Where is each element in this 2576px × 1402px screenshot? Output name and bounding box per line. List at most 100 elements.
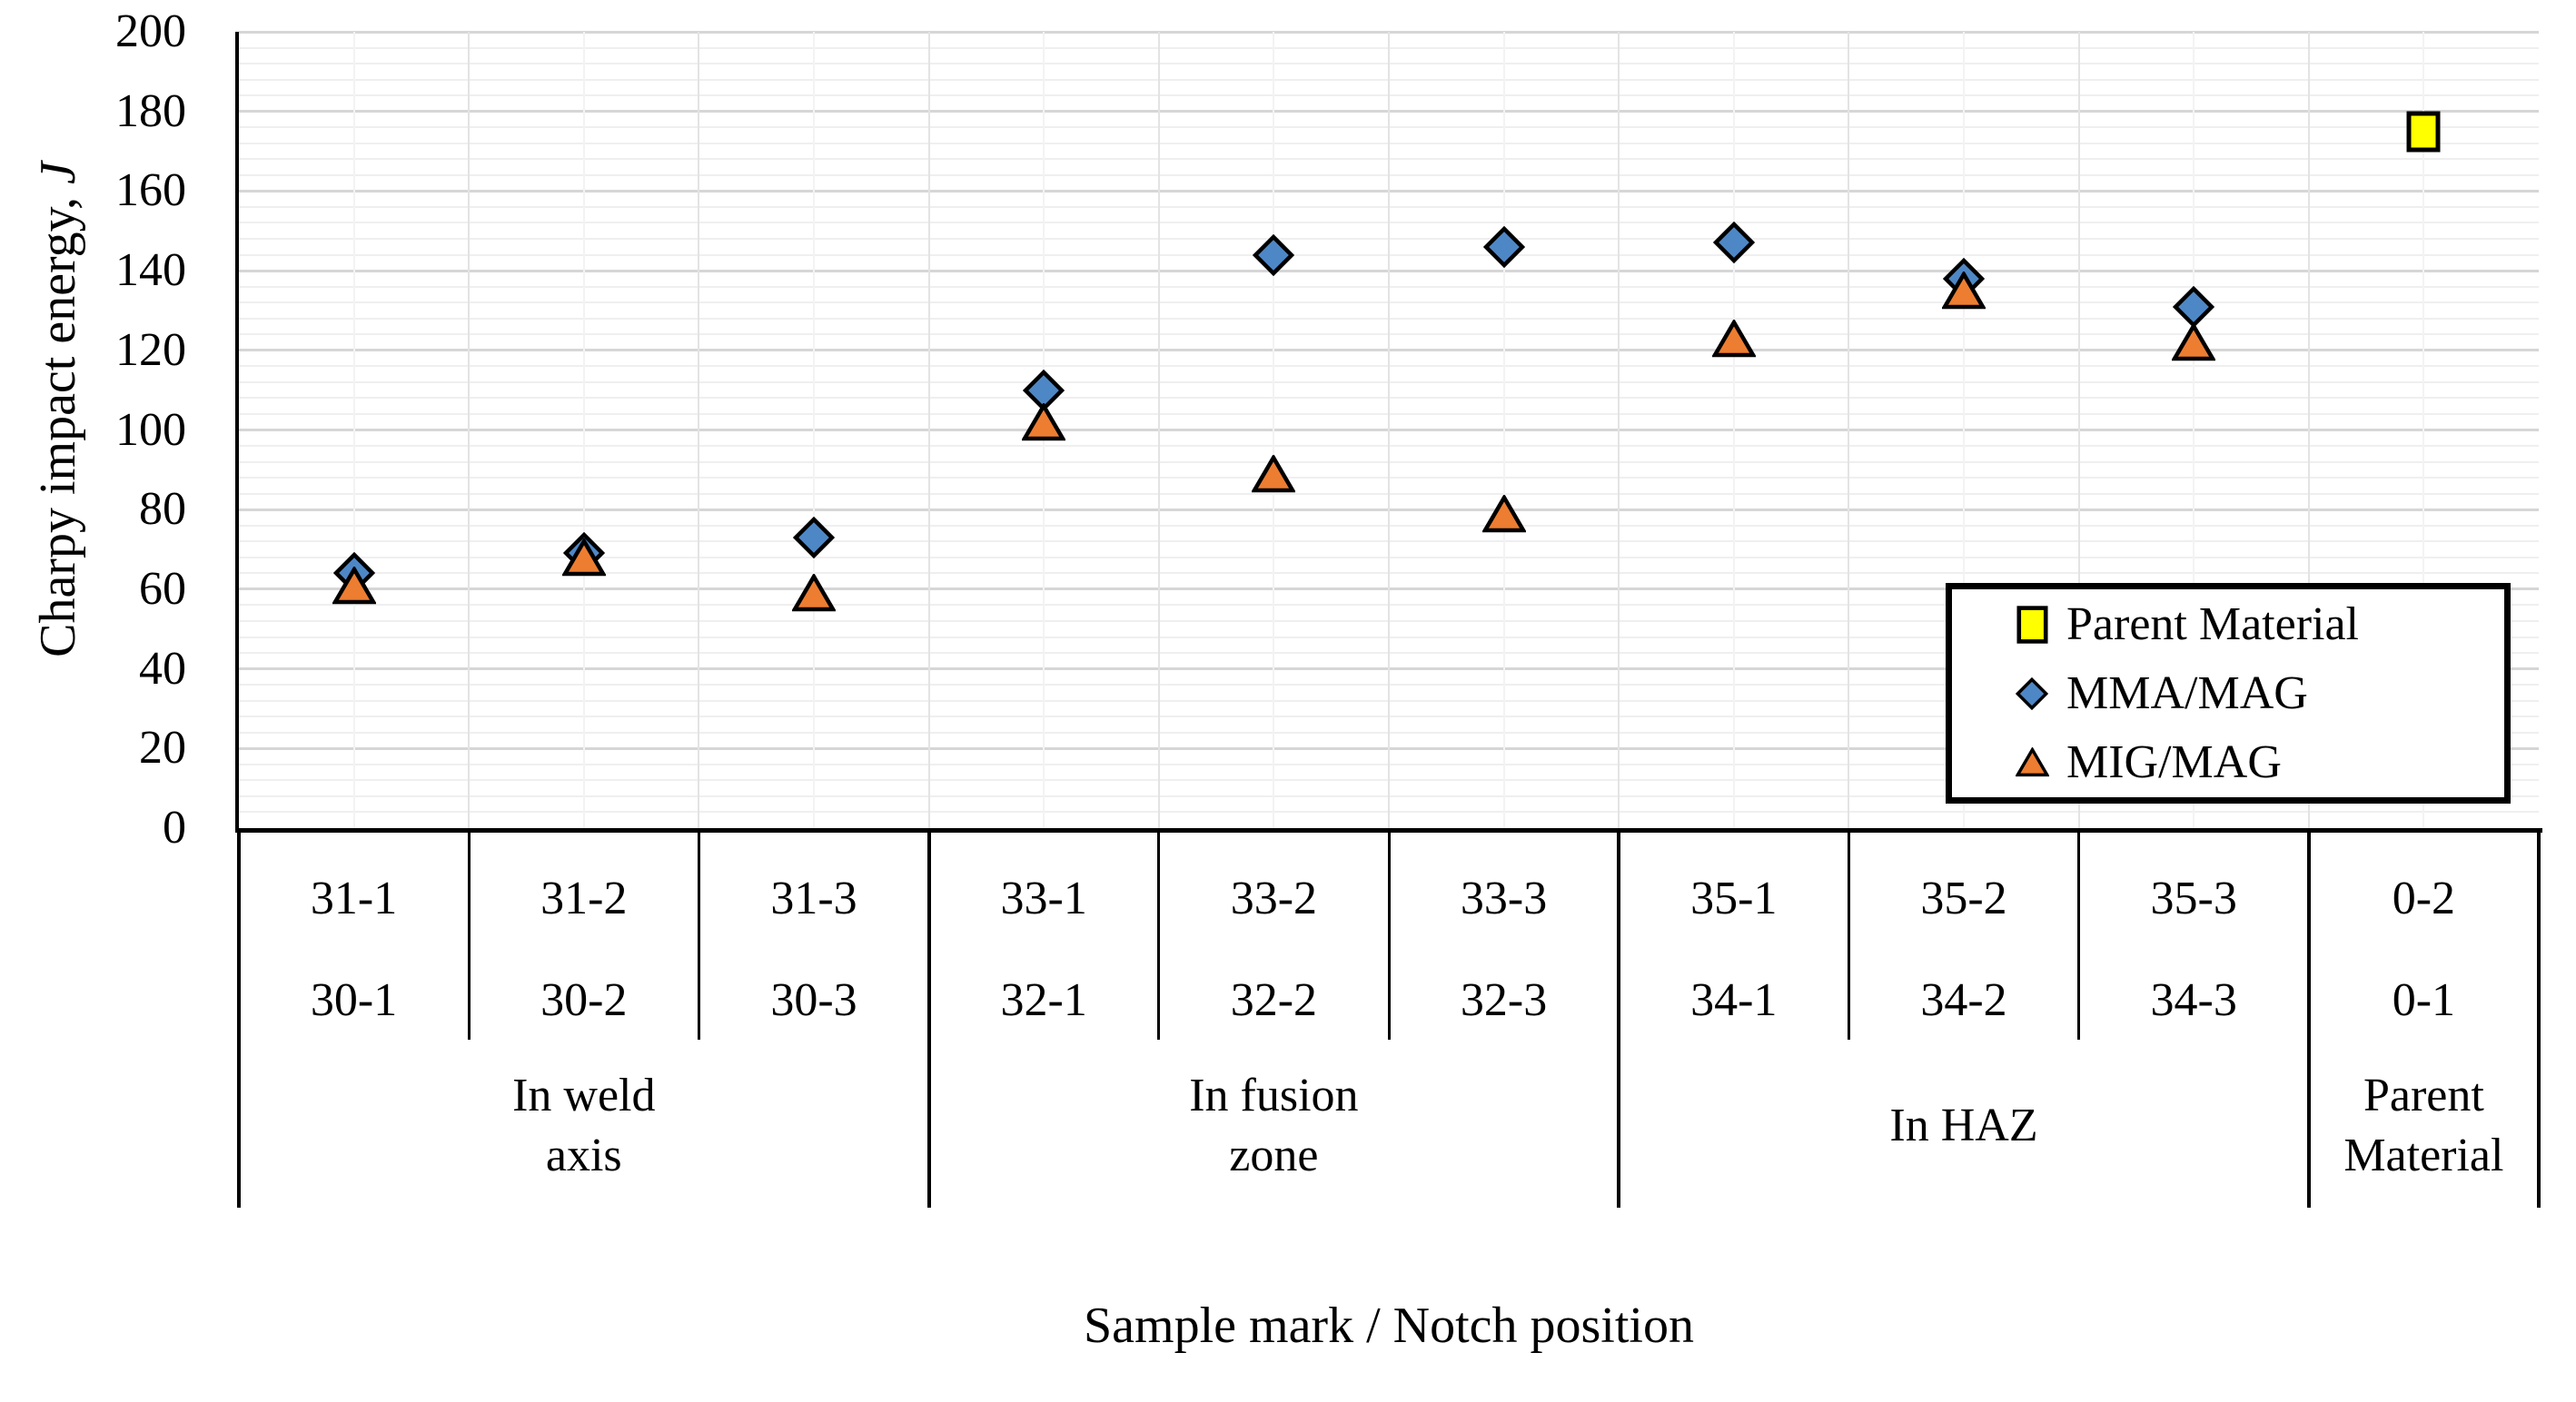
- category-center-gridline: [1502, 32, 1505, 828]
- minor-gridline: [239, 158, 2539, 161]
- group-separator-line: [1617, 828, 1621, 1208]
- major-gridline: [239, 269, 2539, 272]
- minor-gridline: [239, 301, 2539, 304]
- category-boundary-gridline: [927, 32, 930, 828]
- minor-gridline: [239, 333, 2539, 336]
- category-center-gridline: [1043, 32, 1045, 828]
- y-tick-label: 160: [115, 164, 186, 217]
- minor-gridline: [239, 222, 2539, 224]
- minor-gridline: [239, 94, 2539, 97]
- category-boundary-gridline: [468, 32, 471, 828]
- category-separator-line: [1157, 828, 1161, 1040]
- y-tick-label: 120: [115, 323, 186, 376]
- category-label-row2: 0-1: [2392, 974, 2456, 1026]
- minor-gridline: [239, 445, 2539, 448]
- category-label-row1: 31-2: [540, 873, 628, 924]
- category-boundary-gridline: [1618, 32, 1620, 828]
- triangle-legend-marker-icon: [2008, 747, 2056, 777]
- category-boundary-gridline: [1388, 32, 1390, 828]
- category-label-row2: 34-3: [2150, 974, 2237, 1026]
- minor-gridline: [239, 572, 2539, 575]
- minor-gridline: [239, 253, 2539, 256]
- group-label-text: In HAZ: [1889, 1100, 2038, 1151]
- minor-gridline: [239, 492, 2539, 495]
- minor-gridline: [239, 380, 2539, 383]
- major-gridline: [239, 30, 2539, 34]
- group-label-text: Parent Material: [2343, 1070, 2504, 1181]
- major-gridline: [239, 189, 2539, 193]
- group-separator-line: [926, 828, 931, 1208]
- category-separator-line: [1387, 828, 1391, 1040]
- legend-item-label: MMA/MAG: [2066, 667, 2308, 719]
- category-label-row1: 35-2: [1920, 873, 2007, 924]
- minor-gridline: [239, 63, 2539, 65]
- y-tick-label: 0: [163, 802, 186, 854]
- category-label-row2: 30-2: [540, 974, 628, 1026]
- category-separator-line: [2077, 828, 2081, 1040]
- group-label: In HAZ: [1619, 1062, 2309, 1190]
- category-label-row2: 34-2: [1920, 974, 2007, 1026]
- minor-gridline: [239, 173, 2539, 176]
- minor-gridline: [239, 524, 2539, 527]
- major-gridline: [239, 508, 2539, 511]
- category-label-row2: 34-1: [1690, 974, 1778, 1026]
- y-tick-label: 100: [115, 403, 186, 456]
- minor-gridline: [239, 46, 2539, 49]
- category-boundary-gridline: [1848, 32, 1850, 828]
- category-separator-line: [697, 828, 700, 1040]
- group-separator-line: [2306, 828, 2311, 1208]
- category-label-row1: 33-2: [1230, 873, 1318, 924]
- category-label-row1: 33-1: [1000, 873, 1087, 924]
- legend-item-label: Parent Material: [2066, 598, 2359, 650]
- group-separator-line: [2537, 828, 2541, 1208]
- major-gridline: [239, 349, 2539, 352]
- minor-gridline: [239, 556, 2539, 558]
- category-center-gridline: [1273, 32, 1275, 828]
- minor-gridline: [239, 412, 2539, 415]
- category-separator-line: [1847, 828, 1850, 1040]
- group-label: In weld axis: [239, 1062, 929, 1190]
- category-label-row1: 0-2: [2392, 873, 2456, 924]
- group-label: In fusion zone: [929, 1062, 1620, 1190]
- category-label-row1: 31-1: [310, 873, 398, 924]
- legend-item: MIG/MAG: [2008, 728, 2504, 797]
- category-boundary-gridline: [698, 32, 700, 828]
- legend-item: Parent Material: [2008, 590, 2504, 659]
- major-gridline: [239, 110, 2539, 114]
- y-axis-line: [235, 32, 239, 832]
- category-center-gridline: [813, 32, 815, 828]
- y-tick-label: 40: [139, 642, 186, 695]
- minor-gridline: [239, 477, 2539, 479]
- minor-gridline: [239, 397, 2539, 400]
- x-axis-title: Sample mark / Notch position: [1084, 1298, 1694, 1354]
- minor-gridline: [239, 285, 2539, 288]
- minor-gridline: [239, 205, 2539, 208]
- y-tick-label: 80: [139, 483, 186, 536]
- category-center-gridline: [1732, 32, 1735, 828]
- diamond-legend-marker-icon: [2008, 676, 2056, 710]
- group-separator-line: [237, 828, 241, 1208]
- category-center-gridline: [352, 32, 355, 828]
- square-legend-marker-icon: [2008, 604, 2056, 646]
- group-label-text: In fusion zone: [1189, 1070, 1359, 1181]
- category-label-row1: 33-3: [1460, 873, 1548, 924]
- category-center-gridline: [582, 32, 585, 828]
- y-tick-label: 200: [115, 5, 186, 57]
- minor-gridline: [239, 78, 2539, 81]
- category-label-row1: 35-3: [2150, 873, 2237, 924]
- y-tick-label: 20: [139, 722, 186, 775]
- major-gridline: [239, 429, 2539, 431]
- minor-gridline: [239, 126, 2539, 129]
- legend-item-label: MIG/MAG: [2066, 736, 2282, 788]
- category-label-row1: 31-3: [770, 873, 857, 924]
- category-label-row2: 32-1: [1000, 974, 1087, 1026]
- category-label-row2: 32-2: [1230, 974, 1318, 1026]
- legend-item: MMA/MAG: [2008, 659, 2504, 728]
- minor-gridline: [239, 365, 2539, 368]
- minor-gridline: [239, 811, 2539, 814]
- category-separator-line: [467, 828, 471, 1040]
- minor-gridline: [239, 238, 2539, 241]
- y-tick-label: 140: [115, 244, 186, 297]
- group-label: Parent Material: [2309, 1062, 2539, 1190]
